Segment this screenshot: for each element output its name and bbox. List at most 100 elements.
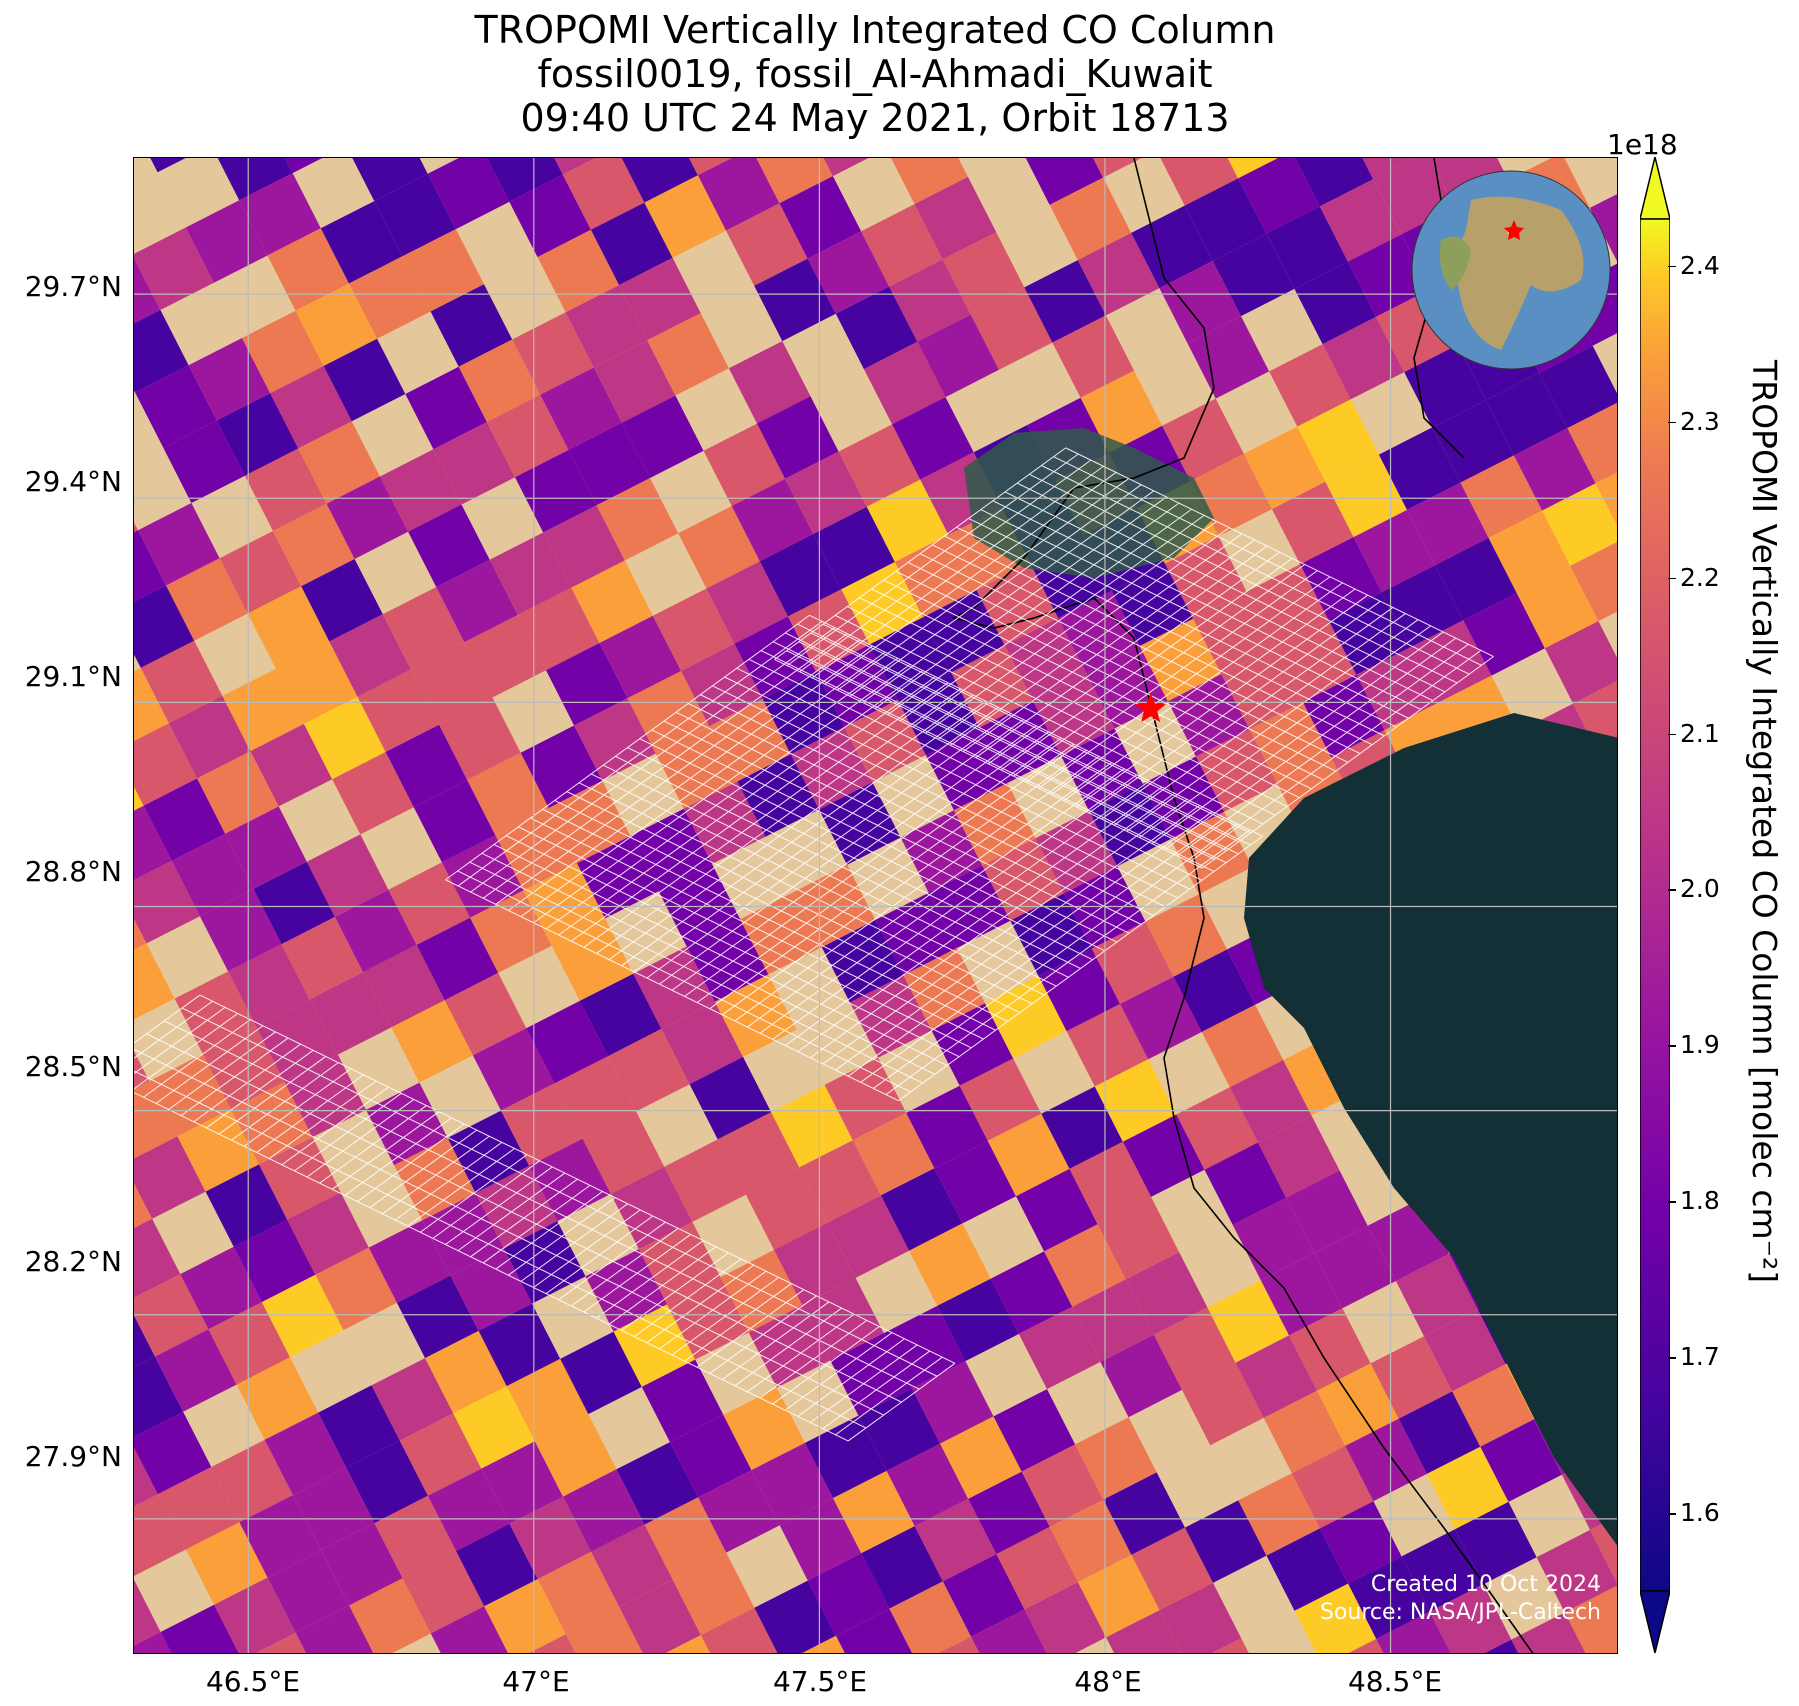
co-pixel: [582, 1111, 665, 1194]
co-pixel: [134, 1411, 212, 1495]
co-pixel: [1511, 1612, 1586, 1653]
co-pixel: [134, 667, 169, 741]
co-pixel: [267, 228, 349, 311]
footprint-line: [571, 676, 936, 942]
co-pixel: [1345, 1418, 1427, 1502]
co-pixel: [911, 1361, 994, 1444]
co-pixel: [408, 504, 490, 587]
chart-title-line-1: TROPOMI Vertically Integrated CO Column: [474, 8, 1276, 52]
co-pixel: [827, 1195, 910, 1278]
footprint-line: [786, 453, 1079, 667]
footprint-line: [243, 1068, 352, 1147]
co-pixel: [976, 562, 1059, 646]
co-pixel: [430, 1606, 509, 1653]
co-pixel: [785, 451, 867, 534]
co-pixel: [396, 1275, 479, 1359]
co-pixel: [745, 1167, 828, 1250]
co-pixel: [1184, 1500, 1267, 1583]
co-pixel: [1204, 1142, 1287, 1225]
co-pixel: [1294, 261, 1376, 345]
co-pixel: [1325, 454, 1407, 538]
co-pixel: [402, 229, 484, 312]
footprint-line: [747, 762, 1112, 1028]
co-pixel: [225, 806, 307, 889]
co-pixel: [1542, 483, 1617, 566]
co-pixel: [543, 505, 625, 588]
co-pixel: [475, 1165, 558, 1249]
colorbar-tick-mark: [1668, 733, 1676, 735]
co-pixel: [1049, 177, 1132, 261]
co-pixel: [641, 1359, 724, 1443]
co-pixel: [320, 201, 403, 284]
co-pixel: [740, 892, 822, 975]
co-pixel: [138, 503, 220, 586]
co-pixel: [751, 1442, 834, 1526]
co-pixel: [149, 1053, 231, 1137]
footprint-line: [1050, 582, 1343, 795]
co-pixel: [216, 393, 299, 476]
created-credit: Created 10 Oct 2024: [1370, 1572, 1601, 1597]
co-pixel: [349, 256, 431, 339]
co-pixel: [134, 1218, 181, 1298]
footprint-line: [134, 1000, 213, 1059]
co-pixel: [1564, 1585, 1617, 1653]
co-pixel: [1319, 1501, 1402, 1584]
co-pixel: [942, 1554, 1025, 1637]
co-pixel: [703, 423, 786, 506]
co-pixel: [807, 1553, 890, 1636]
footprint-line: [937, 527, 1230, 740]
co-pixel: [368, 1220, 451, 1303]
co-pixel: [731, 478, 814, 562]
footprint-line: [621, 700, 986, 967]
co-pixel: [416, 917, 499, 1001]
co-pixel: [1097, 1196, 1180, 1280]
colorbar-tick-label: 2.2: [1680, 562, 1720, 592]
co-pixel: [1176, 1087, 1258, 1170]
co-pixel: [217, 158, 293, 201]
footprint-line: [570, 1227, 679, 1307]
co-pixel: [1460, 455, 1543, 538]
co-pixel: [1376, 1611, 1451, 1653]
footprint-line: [1088, 600, 1381, 814]
co-pixel: [171, 833, 254, 917]
co-pixel: [211, 1439, 293, 1523]
co-pixel: [134, 1136, 206, 1219]
co-pixel: [838, 424, 921, 507]
co-pixel: [1018, 1306, 1101, 1390]
footprint-line: [419, 1154, 528, 1233]
co-pixel: [540, 367, 622, 450]
co-pixel: [295, 1605, 374, 1653]
co-pixel: [134, 227, 214, 310]
co-pixel: [366, 1082, 448, 1166]
co-pixel: [332, 752, 414, 835]
co-pixel: [1182, 1362, 1264, 1446]
co-pixel: [841, 562, 923, 645]
co-pixel: [134, 310, 189, 393]
footprint-line: [1063, 588, 1356, 802]
co-pixel: [1269, 344, 1351, 427]
co-pixel: [717, 1112, 800, 1195]
co-pixel: [512, 312, 594, 395]
footprint-line: [837, 478, 1129, 691]
footprint-line: [369, 1129, 478, 1209]
co-pixel: [188, 338, 271, 421]
footprint-line: [218, 1056, 327, 1135]
map-panel[interactable]: Created 10 Oct 2024 Source: NASA/JPL-Cal…: [133, 157, 1618, 1654]
co-pixel: [565, 285, 648, 368]
co-pixel: [134, 943, 175, 1020]
colorbar-tick-mark: [1668, 1201, 1676, 1203]
footprint-line: [810, 792, 1175, 1059]
co-pixel: [295, 283, 378, 366]
co-pixel: [318, 1385, 400, 1468]
co-pixel: [394, 1137, 476, 1221]
co-pixel: [1429, 1584, 1512, 1653]
co-pixel: [610, 1166, 693, 1250]
footprint-line: [962, 539, 1255, 752]
co-pixel: [1485, 372, 1568, 456]
co-pixel: [199, 888, 282, 972]
co-pixel: [1066, 1004, 1149, 1087]
co-pixel: [923, 590, 1005, 673]
co-pixel: [244, 448, 327, 531]
footprint-line: [900, 508, 1192, 722]
co-pixel: [968, 1471, 1050, 1555]
